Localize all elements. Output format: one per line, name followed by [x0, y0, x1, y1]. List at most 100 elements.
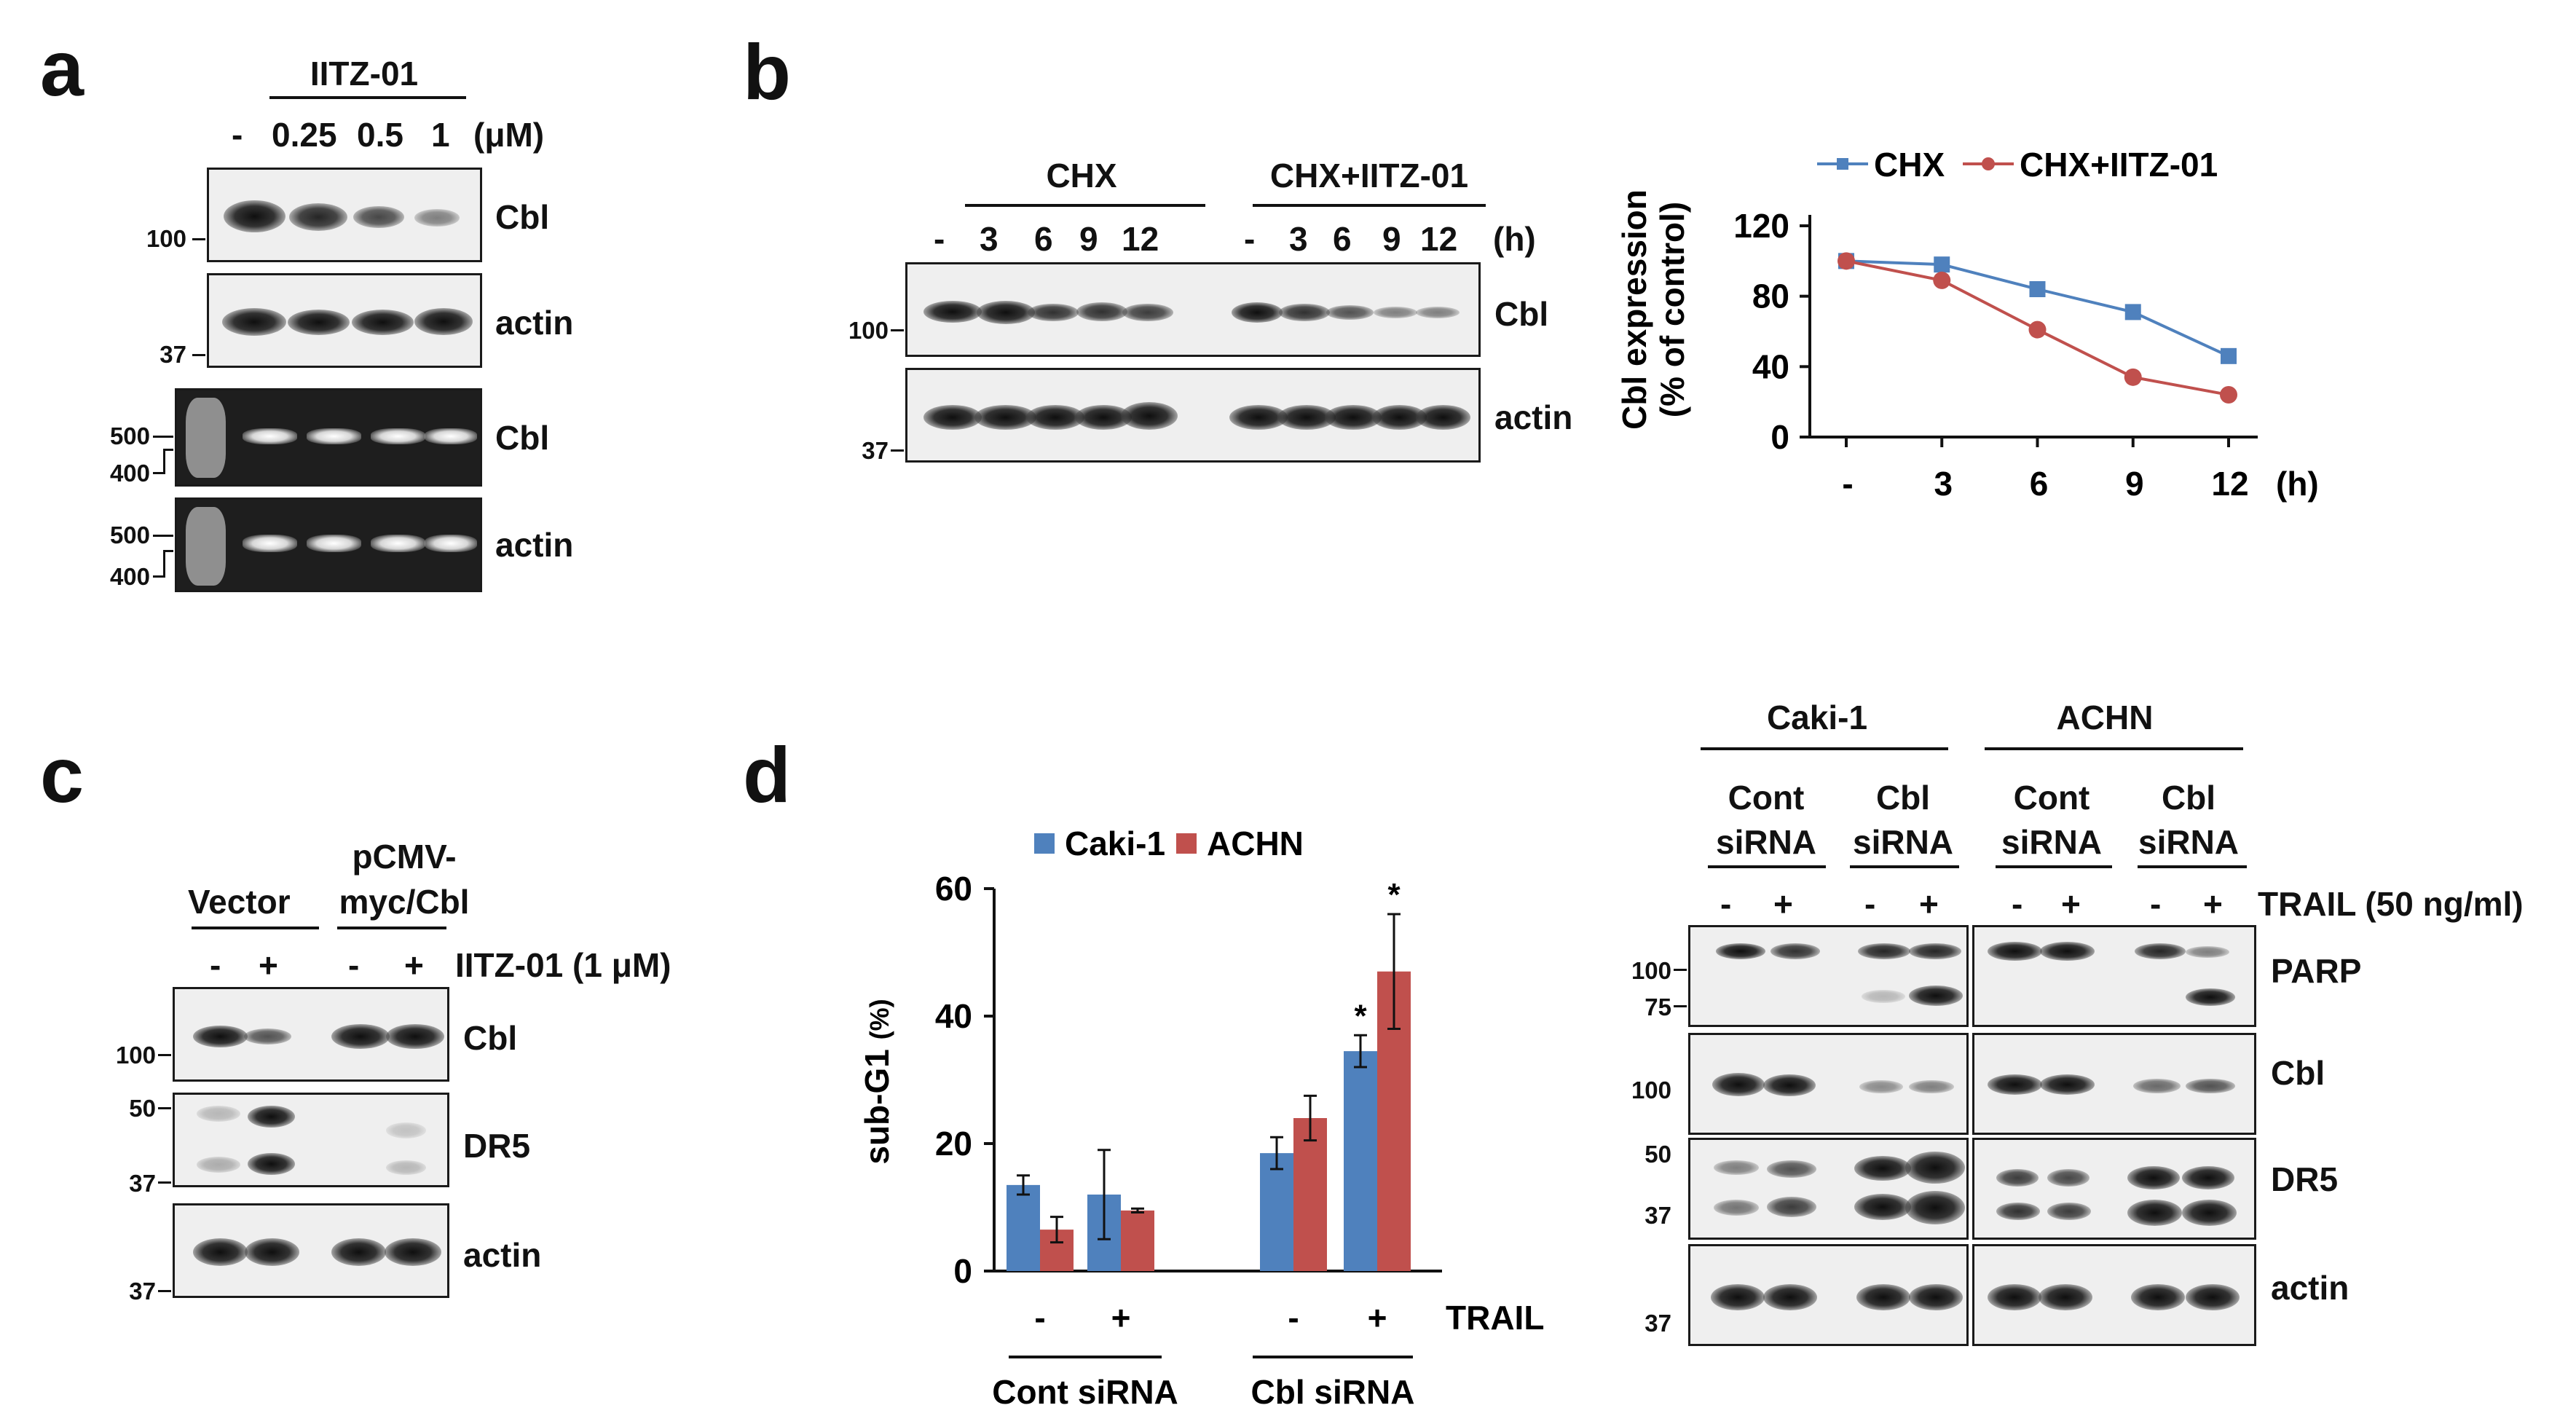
western-blot — [1688, 1138, 1969, 1240]
mw-marker: 100 — [848, 317, 889, 344]
data-point — [2220, 386, 2237, 404]
mw-marker: 100 — [1631, 1077, 1671, 1104]
group-label: pCMV- — [352, 838, 457, 876]
mw-marker: 37 — [1645, 1202, 1671, 1229]
mw-marker: 50 — [129, 1095, 156, 1122]
sirna-label: Cbl — [1875, 779, 1931, 817]
y-axis-label: Cbl expression — [1615, 189, 1653, 430]
time-label: 12 — [1420, 220, 1458, 258]
legend-entry: Caki-1 — [1034, 825, 1165, 862]
x-unit-label: (h) — [2276, 465, 2319, 503]
legend-label: CHX — [1874, 146, 1945, 184]
row-label: DR5 — [463, 1127, 531, 1165]
y-tick-label: 80 — [1752, 278, 1789, 315]
series-line — [1846, 259, 2229, 358]
panel-label-a: a — [40, 24, 84, 112]
mw-marker: 100 — [146, 225, 186, 252]
x-tick-label: 12 — [2211, 465, 2248, 503]
pcr-gel — [175, 388, 482, 487]
lane-label: + — [1773, 885, 1793, 923]
dose-label: 0.25 — [272, 116, 337, 154]
mw-marker: 37 — [159, 341, 186, 368]
row-label: actin — [495, 304, 574, 342]
time-label: - — [934, 220, 945, 258]
panel-label-b: b — [743, 28, 791, 116]
panel-label-c: c — [40, 731, 84, 819]
row-label: Cbl — [495, 198, 550, 236]
western-blot — [1972, 1033, 2256, 1135]
western-blot — [905, 262, 1481, 357]
row-label: PARP — [2271, 952, 2362, 990]
western-blot — [1688, 1033, 1969, 1135]
data-point — [1838, 252, 1855, 270]
western-blot — [207, 168, 482, 262]
time-label: 6 — [1333, 220, 1352, 258]
group-label: Cont siRNA — [992, 1373, 1178, 1411]
group-bar — [1850, 865, 1959, 868]
western-blot — [1972, 925, 2256, 1027]
x-tick-label: 9 — [2125, 465, 2144, 503]
sirna-label: siRNA — [1852, 823, 1954, 861]
group-bar — [1985, 747, 2243, 750]
unit-label: (μM) — [473, 116, 545, 154]
sirna-label: Cont — [2013, 779, 2090, 817]
data-point — [1934, 256, 1950, 273]
group-label: CHX+IITZ-01 — [1269, 157, 1469, 194]
time-label: 3 — [980, 220, 999, 258]
y-tick-label: 60 — [935, 870, 972, 908]
row-label: actin — [2271, 1269, 2349, 1307]
legend-marker — [1837, 158, 1848, 170]
y-tick-label: 20 — [935, 1125, 972, 1163]
group-label: CHX — [1046, 157, 1117, 194]
panel-label-d: d — [743, 731, 791, 819]
significance-marker: * — [1387, 877, 1401, 913]
mw-marker: 75 — [1645, 994, 1671, 1020]
western-blot — [1972, 1244, 2256, 1346]
row-label: actin — [463, 1236, 542, 1274]
group-bar — [965, 204, 1205, 207]
legend-label: CHX+IITZ-01 — [2020, 146, 2218, 184]
western-blot — [207, 273, 482, 368]
dose-label: - — [232, 116, 243, 154]
lane-label: + — [259, 946, 278, 984]
time-label: 3 — [1289, 220, 1308, 258]
y-tick-label: 0 — [953, 1252, 972, 1290]
legend-label: ACHN — [1207, 825, 1304, 862]
group-label: Cbl siRNA — [1251, 1373, 1415, 1411]
unit-label: (h) — [1493, 220, 1536, 258]
western-blot — [173, 1203, 449, 1298]
time-label: 12 — [1122, 220, 1159, 258]
western-blot — [1972, 1138, 2256, 1240]
dose-label: 0.5 — [357, 116, 403, 154]
cell-line-label: Caki-1 — [1766, 699, 1868, 736]
lane-label: + — [1919, 885, 1939, 923]
western-blot — [905, 368, 1481, 463]
mw-marker: 100 — [115, 1042, 156, 1069]
lane-label: + — [2203, 885, 2223, 923]
bar — [1293, 1118, 1327, 1271]
row-label: actin — [495, 526, 574, 564]
western-blot — [173, 1093, 449, 1187]
bar-chart: Caki-1 ACHN sub-G1 (%) 0 20 40 60 * * - + - + TRA… — [858, 825, 1544, 1411]
treatment-bar — [269, 96, 466, 99]
sirna-label: Cont — [1728, 779, 1805, 817]
bar — [1344, 1051, 1377, 1271]
treatment-label: TRAIL (50 ng/ml) — [2258, 885, 2524, 923]
y-tick-label: 40 — [935, 997, 972, 1035]
lane-label: - — [1864, 885, 1876, 923]
mw-marker: 500 — [109, 422, 150, 449]
line-chart: CHX CHX+IITZ-01 Cbl expression (% of cont… — [1615, 146, 2319, 503]
group-bar — [337, 927, 446, 929]
legend-marker — [1982, 157, 1995, 170]
mw-marker: 50 — [1645, 1141, 1671, 1168]
mw-marker: 37 — [1645, 1310, 1671, 1337]
data-point — [2221, 347, 2237, 364]
row-label: Cbl — [495, 419, 550, 457]
legend-entry: ACHN — [1176, 825, 1304, 862]
mw-marker: 37 — [862, 437, 889, 464]
group-bar — [1996, 865, 2112, 868]
mw-marker: 400 — [109, 460, 150, 487]
sirna-label: Cbl — [2161, 779, 2216, 817]
data-point — [2124, 368, 2142, 386]
legend-label: Caki-1 — [1065, 825, 1165, 862]
